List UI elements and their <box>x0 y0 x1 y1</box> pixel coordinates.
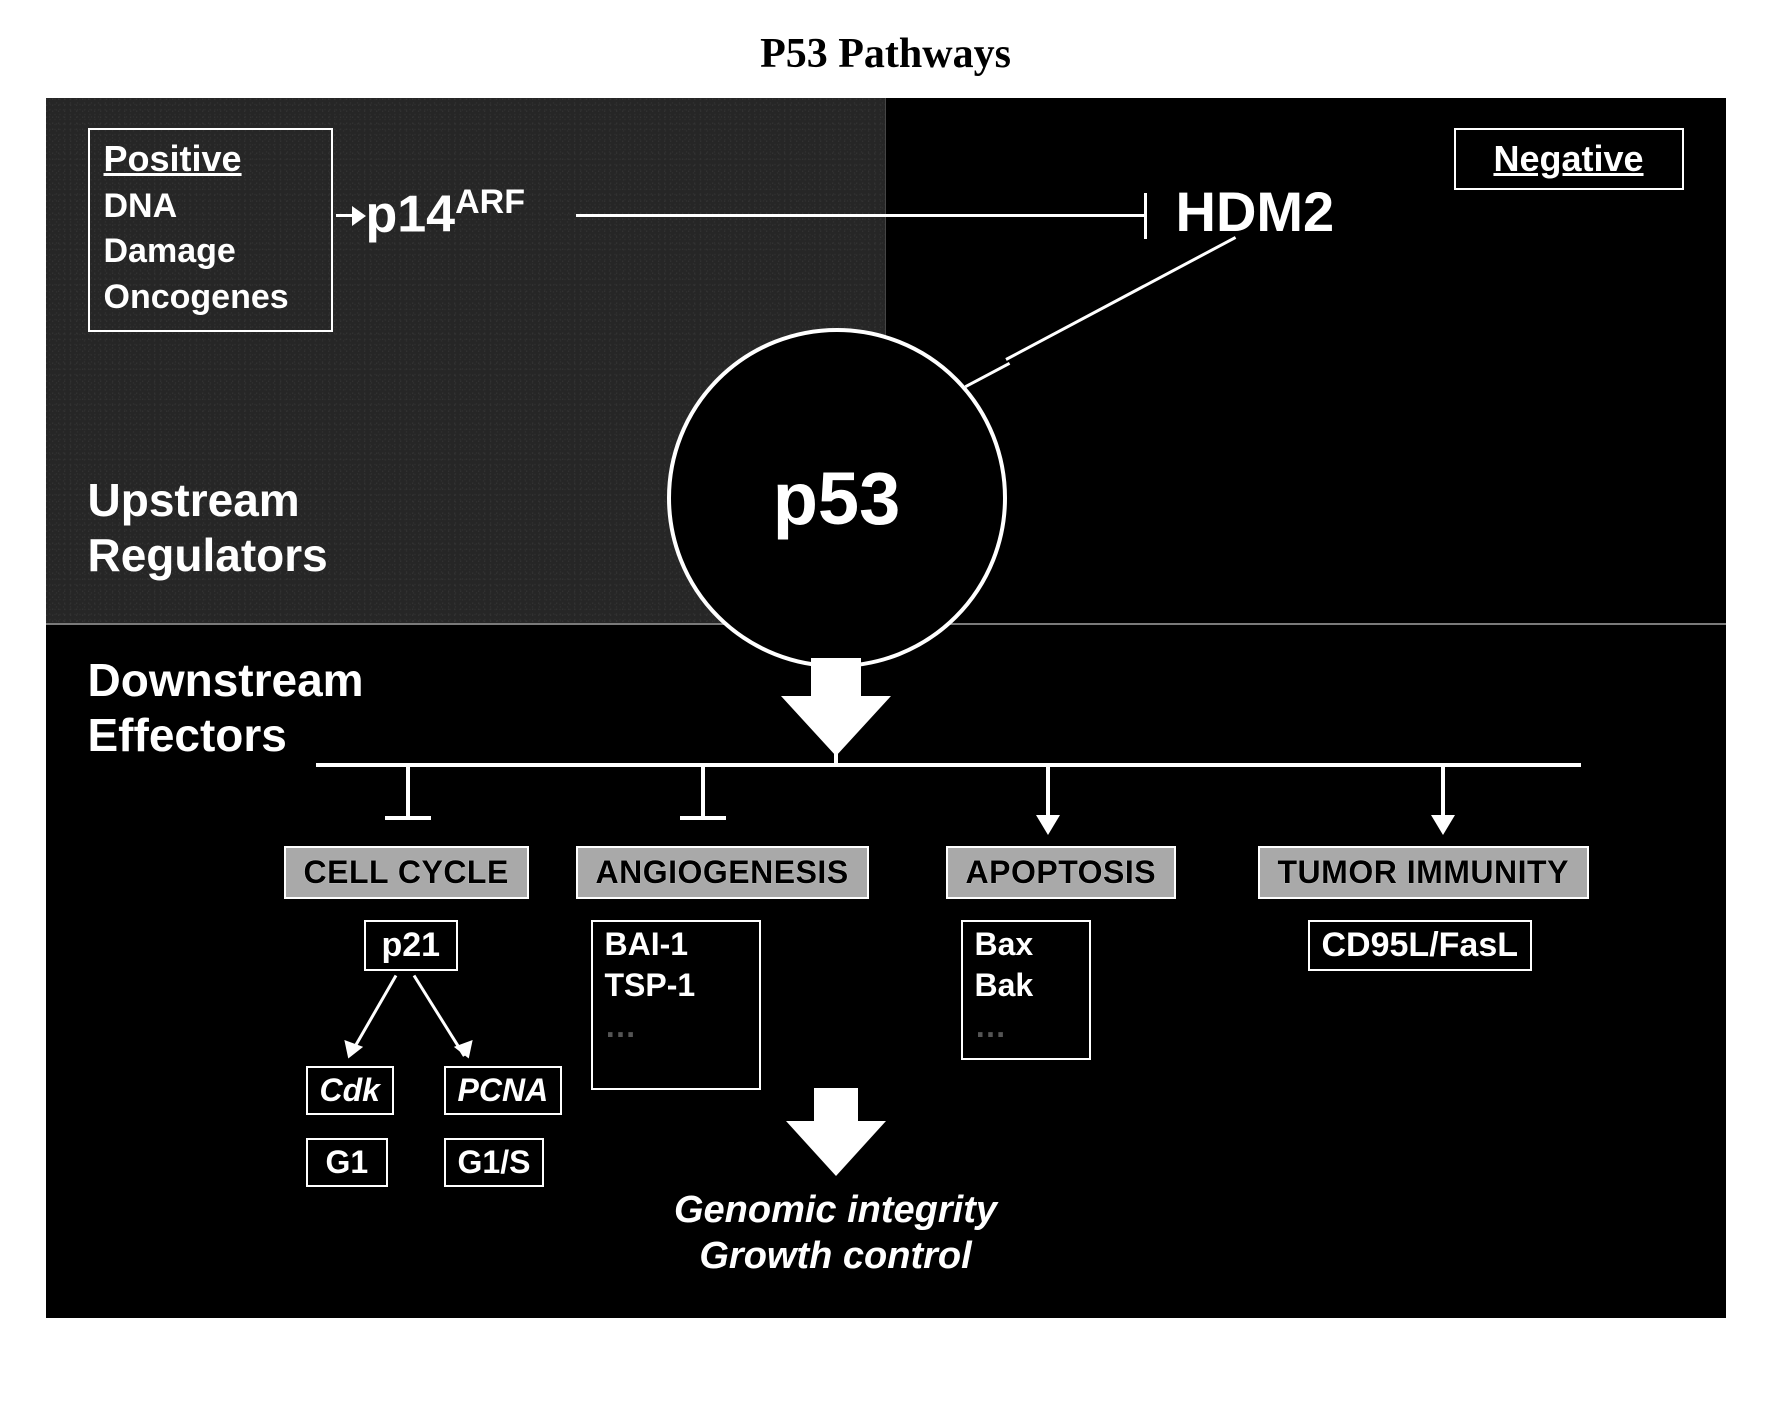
positive-header: Positive <box>104 138 317 180</box>
edge-p21-to-cdk-head <box>338 1040 362 1062</box>
molecule-bai-tsp-box: BAI-1 TSP-1 … <box>591 920 761 1090</box>
downstream-line2: Effectors <box>88 708 364 763</box>
molecule-bai-line-2: TSP-1 <box>605 967 747 1004</box>
molecule-g1s: G1/S <box>444 1138 545 1187</box>
branch-inhibit-bar-1 <box>385 816 431 820</box>
upstream-line2: Regulators <box>88 528 328 583</box>
branch-inhibit-bar-2 <box>680 816 726 820</box>
diagram-canvas: Positive DNA Damage Oncogenes Negative p… <box>46 98 1726 1318</box>
molecule-g1: G1 <box>306 1138 389 1187</box>
edge-p14-inhibit-hdm2-bar <box>1144 193 1147 239</box>
genomic-integrity-arrow-icon <box>786 1088 886 1178</box>
upstream-line1: Upstream <box>88 473 328 528</box>
positive-line-1: DNA <box>104 188 317 225</box>
molecule-bax-line-2: Bak <box>975 967 1077 1004</box>
branch-arrowhead-4 <box>1431 815 1455 835</box>
category-tumor-immunity: TUMOR IMMUNITY <box>1258 846 1589 899</box>
edge-hdm2-inhibit-p53-line <box>1005 236 1236 361</box>
downstream-effectors-label: Downstream Effectors <box>88 653 364 763</box>
p53-output-stub <box>834 736 838 763</box>
molecule-bax-line-1: Bax <box>975 926 1077 963</box>
molecule-p21: p21 <box>364 920 459 971</box>
branch-drop-1 <box>406 763 410 818</box>
downstream-line1: Downstream <box>88 653 364 708</box>
molecule-bai-faint: … <box>605 1008 747 1045</box>
result-line-1: Genomic integrity <box>566 1188 1106 1234</box>
branch-drop-3 <box>1046 763 1050 818</box>
branch-drop-2 <box>701 763 705 818</box>
molecule-bai-line-1: BAI-1 <box>605 926 747 963</box>
category-angiogenesis: ANGIOGENESIS <box>576 846 869 899</box>
category-cell-cycle: CELL CYCLE <box>284 846 529 899</box>
p14-base: p14 <box>366 185 456 243</box>
negative-header: Negative <box>1470 138 1668 180</box>
positive-line-3: Oncogenes <box>104 279 317 316</box>
p14arf-label: p14ARF <box>366 183 526 245</box>
positive-line-2: Damage <box>104 233 317 270</box>
p53-label: p53 <box>773 456 901 541</box>
result-line-2: Growth control <box>566 1234 1106 1280</box>
molecule-cdk: Cdk <box>306 1066 394 1115</box>
p53-node: p53 <box>667 328 1007 668</box>
branch-drop-4 <box>1441 763 1445 818</box>
page-title: P53 Pathways <box>0 30 1771 78</box>
molecule-pcna: PCNA <box>444 1066 563 1115</box>
edge-posbox-to-p14-head <box>352 206 366 226</box>
molecule-bax-bak-box: Bax Bak … <box>961 920 1091 1060</box>
genomic-integrity-text: Genomic integrity Growth control <box>566 1188 1106 1279</box>
molecule-cd95l: CD95L/FasL <box>1308 920 1533 971</box>
edge-p14-inhibit-hdm2-line <box>576 214 1146 217</box>
branch-arrowhead-3 <box>1036 815 1060 835</box>
edge-hdm2-inhibit-p53-bar <box>964 362 1010 388</box>
branch-horizontal-line <box>316 763 1581 767</box>
hdm2-label: HDM2 <box>1176 180 1335 244</box>
positive-regulators-box: Positive DNA Damage Oncogenes <box>88 128 333 332</box>
category-apoptosis: APOPTOSIS <box>946 846 1177 899</box>
edge-p21-to-cdk-line <box>349 975 397 1054</box>
negative-regulators-box: Negative <box>1454 128 1684 190</box>
p14-superscript: ARF <box>455 183 525 221</box>
upstream-regulators-label: Upstream Regulators <box>88 473 328 583</box>
molecule-bax-faint: … <box>975 1008 1077 1045</box>
